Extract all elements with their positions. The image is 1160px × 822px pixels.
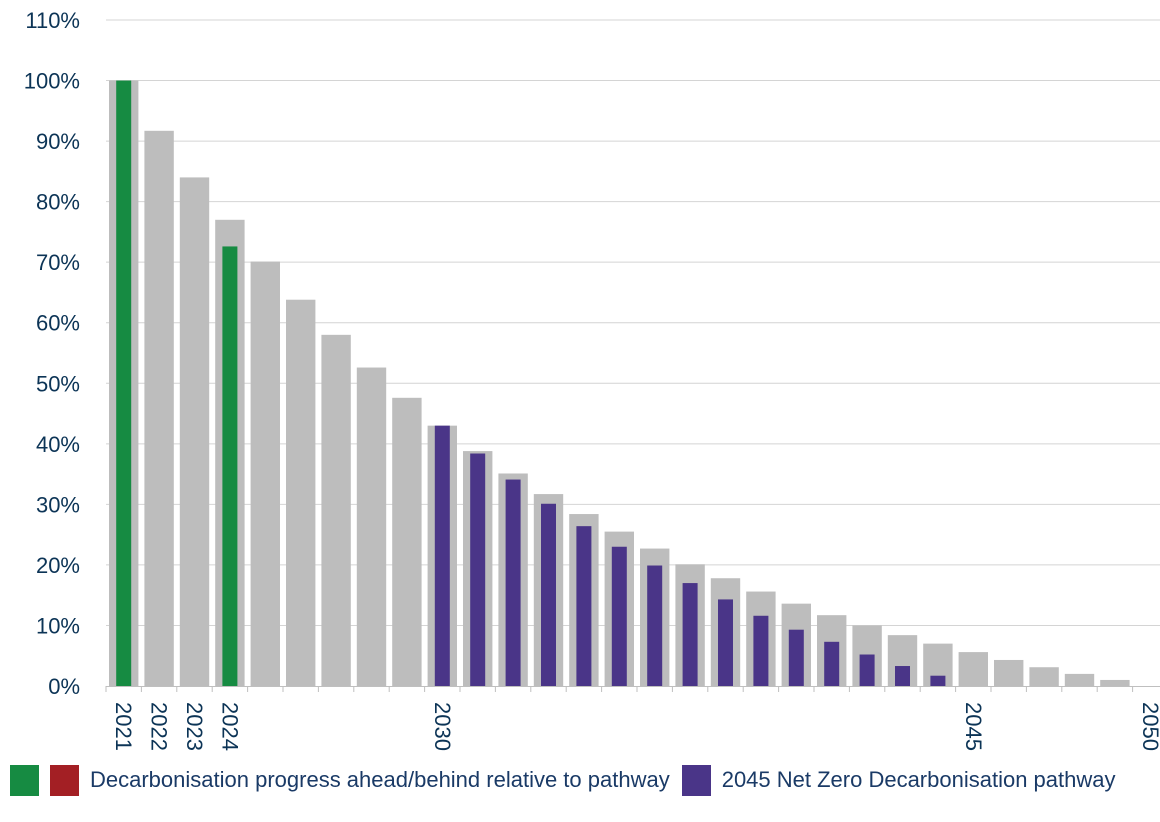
y-tick-label: 0% bbox=[48, 674, 80, 699]
pathway-background-bar bbox=[1100, 679, 1130, 686]
y-tick-label: 100% bbox=[24, 69, 80, 94]
progress-bar bbox=[222, 246, 238, 686]
y-axis: 0% 10% 20% 30% 40% 50% 60% 70% 80% 90% 100% 110% bbox=[24, 8, 80, 699]
legend-label-progress: Decarbonisation progress ahead/behind re… bbox=[90, 767, 670, 792]
x-tick-label: 2030 bbox=[430, 702, 455, 751]
x-axis: 2021 2022 2023 2024 2030 2045 2050 bbox=[105, 686, 1160, 751]
pathway-background-bar bbox=[356, 367, 387, 686]
legend: Decarbonisation progress ahead/behind re… bbox=[10, 762, 1128, 798]
pathway-bar bbox=[611, 546, 627, 686]
legend-swatch-pathway bbox=[681, 764, 711, 796]
legend-swatch-ahead bbox=[10, 764, 39, 796]
y-tick-label: 20% bbox=[36, 553, 80, 578]
x-tick-label: 2022 bbox=[147, 702, 172, 751]
pathway-bar bbox=[576, 526, 592, 686]
pathway-bar bbox=[434, 425, 450, 686]
pathway-background-bar bbox=[144, 130, 174, 686]
pathway-bar bbox=[859, 654, 875, 686]
pathway-background-bar bbox=[250, 261, 280, 686]
pathway-bar bbox=[718, 599, 733, 686]
legend-label-pathway: 2045 Net Zero Decarbonisation pathway bbox=[721, 767, 1116, 792]
pathway-background-bar bbox=[1064, 673, 1095, 686]
pathway-bar bbox=[753, 615, 769, 686]
x-tick-label: 2050 bbox=[1138, 702, 1160, 751]
pathway-background-bar bbox=[321, 334, 351, 686]
gridlines bbox=[106, 19, 1160, 626]
pathway-bar bbox=[647, 565, 663, 686]
y-tick-label: 70% bbox=[36, 250, 80, 275]
progress-bar bbox=[116, 80, 132, 686]
y-tick-label: 90% bbox=[36, 129, 80, 154]
pathway-background-bar bbox=[958, 652, 988, 686]
pathway-bar bbox=[470, 453, 486, 686]
pathway-background-bar bbox=[994, 659, 1024, 686]
pathway-background-bar bbox=[179, 177, 210, 686]
pathway-background-bar bbox=[286, 299, 316, 686]
pathway-bar bbox=[541, 503, 556, 686]
pathway-background-bar bbox=[1029, 667, 1059, 686]
pathway-background-bar bbox=[392, 397, 422, 686]
pathway-bar bbox=[895, 666, 910, 686]
decarbonisation-bar-chart: 0% 10% 20% 30% 40% 50% 60% 70% 80% 90% 100% 110% 20… bbox=[24, 8, 1160, 751]
x-tick-label: 2021 bbox=[111, 702, 136, 751]
y-tick-label: 80% bbox=[36, 190, 80, 215]
y-tick-label: 40% bbox=[36, 432, 80, 457]
pathway-bar bbox=[824, 641, 840, 686]
y-tick-label: 110% bbox=[25, 8, 80, 33]
y-tick-label: 30% bbox=[36, 492, 80, 517]
pathway-bar bbox=[930, 675, 946, 686]
pathway-bar bbox=[788, 629, 804, 686]
y-tick-label: 10% bbox=[36, 613, 80, 638]
y-tick-label: 50% bbox=[36, 371, 80, 396]
pathway-bar bbox=[682, 583, 698, 686]
x-tick-label: 2023 bbox=[182, 702, 207, 751]
y-tick-label: 60% bbox=[36, 311, 80, 336]
x-tick-label: 2045 bbox=[961, 702, 986, 751]
x-tick-label: 2024 bbox=[217, 702, 242, 751]
pathway-bar bbox=[505, 479, 521, 686]
bars bbox=[109, 80, 1130, 687]
legend-swatch-behind bbox=[50, 764, 79, 796]
